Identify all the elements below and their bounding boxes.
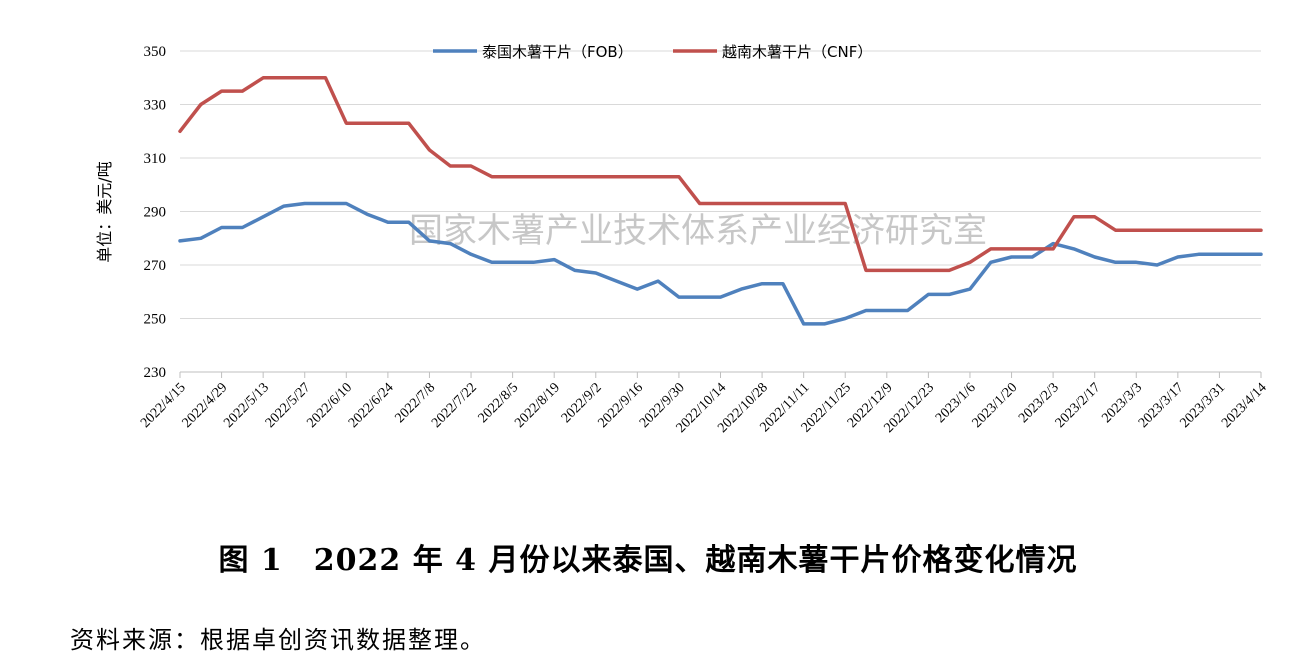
y-tick-label: 350 xyxy=(144,44,167,60)
y-tick-label: 230 xyxy=(144,365,167,381)
x-tick-label: 2022/7/22 xyxy=(429,380,480,431)
legend-label-1: 泰国木薯干片（FOB） xyxy=(482,43,633,61)
series-line-2 xyxy=(178,76,1263,273)
x-tick-label: 2022/4/15 xyxy=(138,380,189,431)
figure-caption: 图 1 2022 年 4 月份以来泰国、越南木薯干片价格变化情况 xyxy=(218,543,1078,578)
legend: 泰国木薯干片（FOB） 越南木薯干片（CNF） xyxy=(433,43,872,61)
y-tick-label: 250 xyxy=(144,312,167,328)
x-axis xyxy=(179,371,1262,378)
y-tick-label: 310 xyxy=(144,151,167,167)
series-line-1 xyxy=(178,201,1263,326)
line-chart: 230 250 270 290 310 330 350 2022/4/152022/4/29… xyxy=(95,43,1270,436)
grid-lines xyxy=(180,50,1261,319)
x-tick-label: 2022/5/13 xyxy=(221,380,272,431)
x-tick-label: 2023/3/31 xyxy=(1177,380,1228,431)
x-tick-label: 2023/2/17 xyxy=(1053,380,1104,431)
y-tick-label: 270 xyxy=(144,258,167,274)
x-tick-label: 2023/4/14 xyxy=(1219,380,1270,431)
x-tick-label: 2022/4/29 xyxy=(180,380,231,431)
y-axis-ticks: 230 250 270 290 310 330 350 xyxy=(144,44,167,381)
x-tick-label: 2022/9/16 xyxy=(595,380,646,431)
series-lines xyxy=(178,76,1263,326)
x-tick-label: 2022/6/10 xyxy=(304,380,355,431)
x-tick-label: 2023/1/20 xyxy=(970,380,1021,431)
watermark-text: 国家木薯产业技术体系产业经济研究室 xyxy=(409,211,987,251)
x-tick-label: 2023/3/17 xyxy=(1136,380,1187,431)
source-note: 资料来源：根据卓创资讯数据整理。 xyxy=(70,626,486,654)
x-tick-label: 2022/8/19 xyxy=(512,380,563,431)
y-tick-label: 330 xyxy=(144,98,167,114)
legend-label-2: 越南木薯干片（CNF） xyxy=(722,43,872,61)
y-axis-label: 单位：美元/吨 xyxy=(95,161,114,262)
x-tick-label: 2022/6/24 xyxy=(346,380,397,431)
x-axis-tick-labels: 2022/4/152022/4/292022/5/132022/5/272022… xyxy=(138,380,1270,436)
x-tick-label: 2022/5/27 xyxy=(263,380,314,431)
y-tick-label: 290 xyxy=(144,205,167,221)
